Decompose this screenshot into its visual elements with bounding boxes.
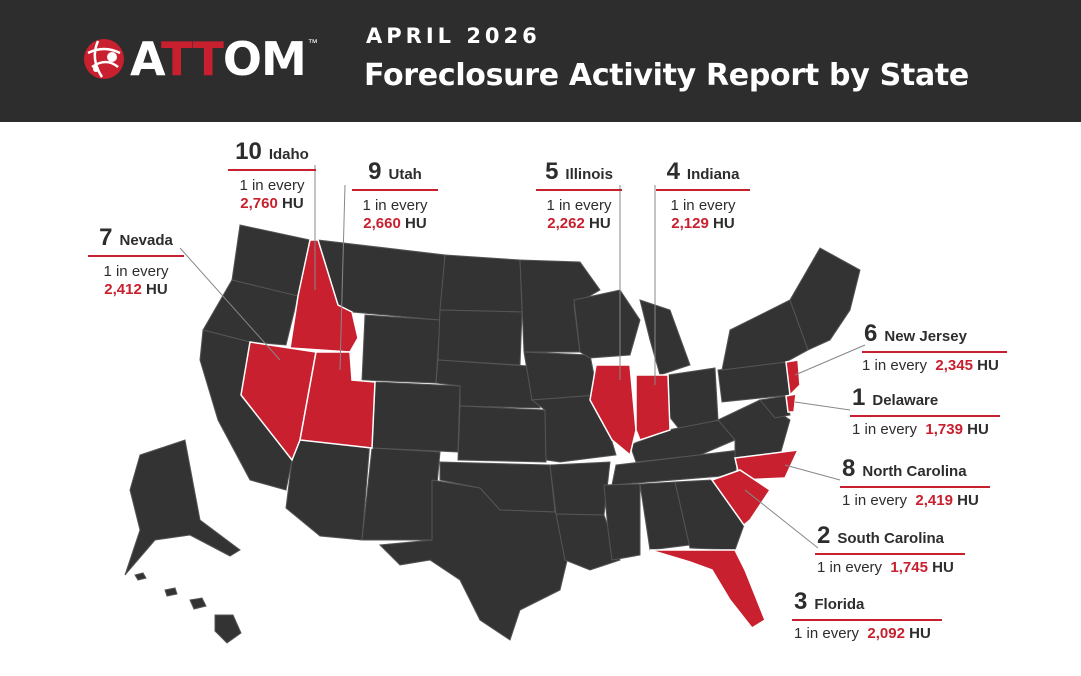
callout-indiana: 4 Indiana 1 in every 2,129 HU: [656, 158, 750, 233]
callout-head: 1 Delaware: [850, 384, 1000, 417]
callout-head: 10 Idaho: [228, 138, 316, 171]
illinois-state: [589, 364, 637, 457]
state-name: South Carolina: [837, 530, 945, 547]
rate-prefix: 1 in every: [103, 263, 169, 280]
attom-logo: ATTOM ™: [82, 34, 318, 84]
state-name: Illinois: [565, 166, 613, 183]
rate-value: 2,129 HU: [671, 215, 735, 232]
state-name: Utah: [388, 166, 422, 183]
rate-prefix: 1 in every: [239, 177, 305, 194]
rank-number: 7: [99, 224, 113, 251]
callout-north-carolina: 8 North Carolina 1 in every 2,419 HU: [840, 455, 990, 510]
callout-head: 8 North Carolina: [840, 455, 990, 488]
callout-south-carolina: 2 South Carolina 1 in every 1,745 HU: [815, 522, 965, 577]
callout-head: 6 New Jersey: [862, 320, 1007, 353]
callout-head: 9 Utah: [352, 158, 438, 191]
rate-value: 2,412 HU: [104, 281, 168, 298]
callout-head: 2 South Carolina: [815, 522, 965, 555]
state-name: North Carolina: [862, 463, 967, 480]
leader-lines: [179, 165, 866, 549]
rank-number: 4: [666, 158, 680, 185]
trademark-symbol: ™: [307, 38, 318, 49]
rate-line: 1 in every 1,745 HU: [817, 559, 954, 576]
rank-number: 9: [368, 158, 382, 185]
callout-idaho: 10 Idaho 1 in every 2,760 HU: [228, 138, 316, 213]
callout-head: 7 Nevada: [88, 224, 184, 257]
logo-wordmark: ATTOM: [130, 32, 307, 86]
unhighlighted-states: [124, 224, 861, 644]
indiana-state: [635, 374, 671, 441]
report-date: APRIL 2026: [366, 24, 541, 48]
rate-line: 1 in every 1,739 HU: [852, 421, 989, 438]
rate-value: 2,660 HU: [363, 215, 427, 232]
callout-florida: 3 Florida 1 in every 2,092 HU: [792, 588, 942, 643]
callout-head: 3 Florida: [792, 588, 942, 621]
callout-new-jersey: 6 New Jersey 1 in every 2,345 HU: [862, 320, 1007, 375]
rank-number: 6: [864, 320, 878, 347]
utah-state: [299, 351, 376, 449]
delaware-state: [785, 393, 797, 413]
rate-line: 1 in every 2,092 HU: [794, 625, 931, 642]
state-name: Delaware: [872, 392, 939, 409]
rate-value: 2,262 HU: [547, 215, 611, 232]
rate-value: 2,760 HU: [240, 195, 304, 212]
rank-number: 5: [545, 158, 559, 185]
rate-line: 1 in every 2,419 HU: [842, 492, 979, 509]
state-name: Florida: [814, 596, 865, 613]
callout-nevada: 7 Nevada 1 in every 2,412 HU: [88, 224, 184, 299]
state-name: Indiana: [686, 166, 740, 183]
new-jersey-state: [785, 359, 801, 397]
callout-head: 4 Indiana: [656, 158, 750, 191]
nevada-state: [240, 341, 317, 462]
callout-delaware: 1 Delaware 1 in every 1,739 HU: [850, 384, 1000, 439]
florida-state: [649, 549, 766, 629]
attom-globe-icon: [84, 39, 124, 79]
rank-number: 3: [794, 588, 808, 615]
rate-prefix: 1 in every: [546, 197, 612, 214]
state-name: Idaho: [268, 146, 309, 163]
state-name: New Jersey: [884, 328, 967, 345]
south-carolina-state: [710, 469, 772, 527]
highlighted-states: [240, 239, 801, 629]
rank-number: 1: [852, 384, 866, 411]
rate-prefix: 1 in every: [670, 197, 736, 214]
callout-utah: 9 Utah 1 in every 2,660 HU: [352, 158, 438, 233]
state-name: Nevada: [119, 232, 173, 249]
callout-illinois: 5 Illinois 1 in every 2,262 HU: [536, 158, 622, 233]
header-banner: ATTOM ™ APRIL 2026 Foreclosure Activity …: [0, 0, 1081, 122]
rank-number: 2: [817, 522, 831, 549]
rank-number: 10: [235, 138, 262, 165]
rate-prefix: 1 in every: [362, 197, 428, 214]
rate-line: 1 in every 2,345 HU: [862, 357, 999, 374]
report-title: Foreclosure Activity Report by State: [364, 58, 969, 93]
callout-head: 5 Illinois: [536, 158, 622, 191]
rank-number: 8: [842, 455, 856, 482]
